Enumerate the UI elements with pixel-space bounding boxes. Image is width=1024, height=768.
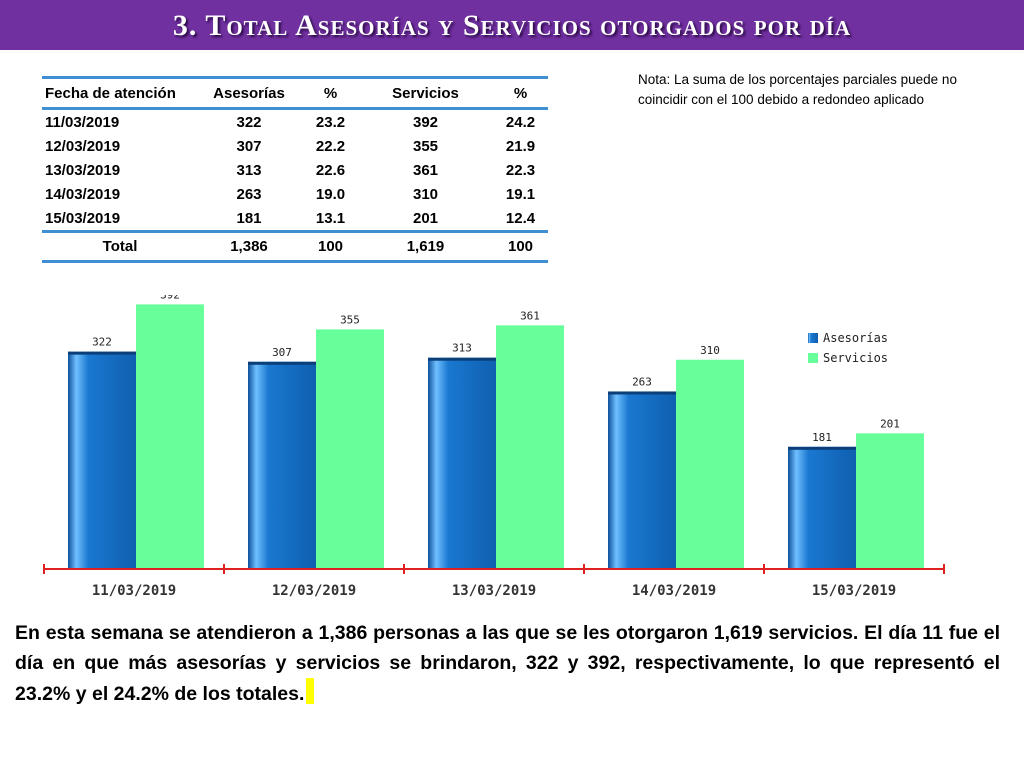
data-label: 310 (700, 344, 720, 357)
table-cell: 19.0 (315, 185, 346, 203)
x-tick-label: 15/03/2019 (812, 583, 896, 599)
data-label: 392 (160, 295, 180, 301)
table-cell: 181 (236, 209, 262, 227)
header-cell: Asesorías (195, 76, 303, 110)
table-row: 15/03/2019 181 13.1 201 12.4 (42, 206, 548, 232)
table-cell: 19.1 (505, 185, 536, 203)
table-total-row: Total 1,386 100 1,619 100 (42, 230, 548, 263)
page-title: 3. Total Asesorías y Servicios otorgados… (172, 9, 852, 42)
legend-swatch (808, 333, 818, 343)
table-row: 12/03/2019 307 22.2 355 21.9 (42, 134, 548, 158)
table-cell: 11/03/2019 (45, 113, 120, 131)
table-cell: 22.6 (315, 161, 346, 179)
total-cell: 100 (493, 230, 548, 263)
bar-servicios (316, 329, 384, 569)
bar-top-edge (248, 361, 316, 365)
x-tick-label: 12/03/2019 (272, 583, 356, 599)
bar-asesorias (788, 446, 856, 569)
bar-top-edge (68, 351, 136, 355)
legend-label: Servicios (823, 351, 888, 365)
header-cell: Servicios (358, 76, 493, 110)
bar-chart: 322 392 307 355 313 361 263 310 181 201 11/03/201… (43, 295, 945, 599)
bar-top-edge (428, 357, 496, 361)
table-cell: 263 (236, 185, 262, 203)
table-cell: 313 (236, 161, 262, 179)
table-cell: 12.4 (505, 209, 536, 227)
data-label: 313 (452, 342, 472, 355)
bar-servicios (136, 304, 204, 569)
bar-asesorias (68, 351, 136, 569)
total-cell: 1,386 (195, 230, 303, 263)
bar-asesorias (608, 391, 676, 569)
table-cell: 355 (412, 137, 439, 155)
table-cell: 21.9 (505, 137, 536, 155)
summary-text: En esta semana se atendieron a 1,386 per… (15, 618, 1000, 709)
data-label: 263 (632, 375, 652, 388)
table-header-row: Fecha de atención Asesorías % Servicios … (42, 76, 548, 110)
bar-servicios (676, 359, 744, 569)
data-label: 201 (880, 417, 900, 430)
bar-asesorias (248, 361, 316, 569)
table-cell: 201 (412, 209, 439, 227)
bar-asesorias (428, 357, 496, 569)
summary-body: En esta semana se atendieron a 1,386 per… (15, 622, 1000, 705)
table-cell: 12/03/2019 (45, 137, 121, 155)
table-cell: 322 (236, 113, 262, 131)
table-cell: 15/03/2019 (45, 209, 121, 227)
data-label: 361 (520, 309, 540, 322)
bar-servicios (856, 433, 924, 569)
bar-servicios (496, 325, 564, 569)
text-cursor-highlight (306, 678, 315, 704)
bar-top-edge (788, 446, 856, 450)
data-table: Fecha de atención Asesorías % Servicios … (42, 76, 548, 263)
header-cell: % (303, 76, 358, 110)
table-cell: 22.3 (505, 161, 536, 179)
footnote: Nota: La suma de los porcentajes parcial… (638, 72, 957, 107)
table-cell: 14/03/2019 (45, 185, 121, 203)
total-cell: Total (42, 230, 195, 263)
data-label: 307 (272, 346, 292, 359)
header-cell: Fecha de atención (42, 76, 195, 110)
x-tick-label: 11/03/2019 (92, 583, 176, 599)
table-cell: 13/03/2019 (45, 161, 121, 179)
title-banner (0, 0, 1024, 50)
legend-label: Asesorías (823, 331, 888, 345)
table-cell: 392 (412, 113, 439, 131)
table-cell: 23.2 (315, 113, 346, 131)
data-label: 181 (812, 431, 832, 444)
header-cell: % (493, 76, 548, 110)
table-row: 14/03/2019 263 19.0 310 19.1 (42, 182, 548, 206)
x-tick-label: 14/03/2019 (632, 583, 716, 599)
table-cell: 24.2 (505, 113, 536, 131)
table-cell: 310 (412, 185, 439, 203)
total-cell: 1,619 (358, 230, 493, 263)
total-cell: 100 (303, 230, 358, 263)
legend-swatch (808, 353, 818, 363)
x-tick-label: 13/03/2019 (452, 583, 536, 599)
data-label: 322 (92, 336, 112, 349)
bar-top-edge (608, 391, 676, 395)
table-cell: 13.1 (315, 209, 346, 227)
table-cell: 307 (236, 137, 262, 155)
table-row: 13/03/2019 313 22.6 361 22.3 (42, 158, 548, 182)
table-cell: 22.2 (315, 137, 346, 155)
data-label: 355 (340, 313, 360, 326)
table-row: 11/03/2019 322 23.2 392 24.2 (42, 109, 548, 135)
table-cell: 361 (412, 161, 439, 179)
